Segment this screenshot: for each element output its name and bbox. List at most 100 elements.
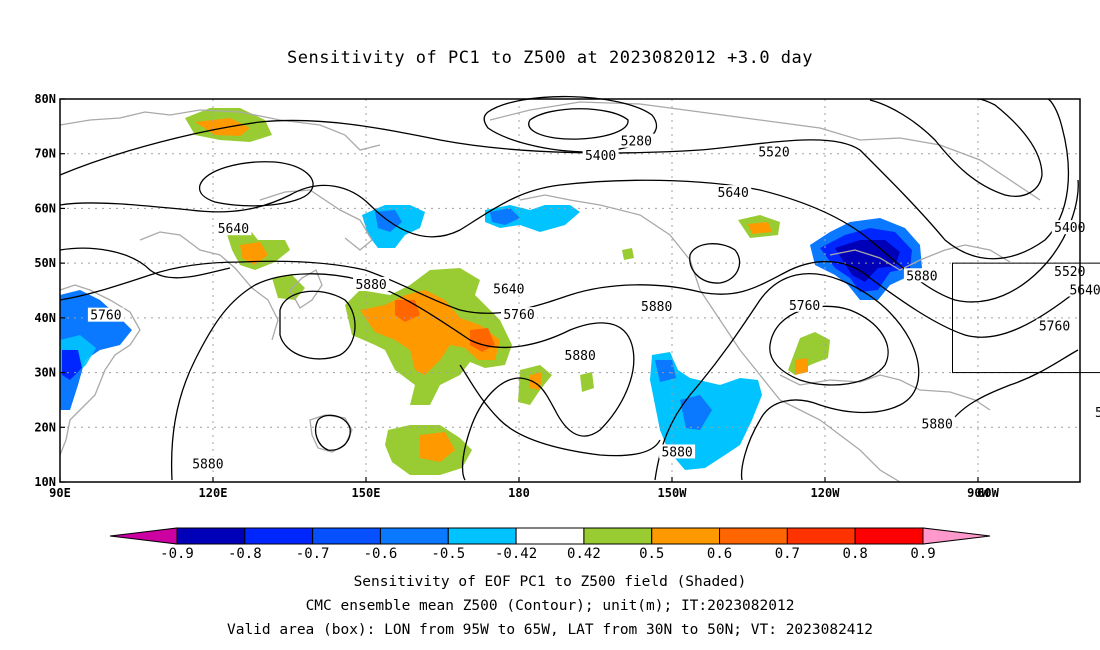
caption-line-2: CMC ensemble mean Z500 (Contour); unit(m… (305, 598, 795, 614)
contour-label: 5640 (493, 282, 524, 297)
contour-5880-east (654, 273, 920, 481)
lon-tick-label: 90W (967, 486, 989, 500)
contour-label-bg (87, 307, 124, 322)
colorbar-label: -0.8 (228, 546, 262, 562)
coastline (489, 101, 1041, 201)
contour-label-bg (490, 281, 527, 296)
coastline (59, 109, 381, 151)
contour-label: 5640 (218, 222, 249, 237)
colorbar-box (651, 527, 721, 545)
colorbar: -0.9 -0.8 -0.7 -0.6 -0.5 -0.42 0.42 0.5 0.6 0.7 0.… (109, 527, 991, 562)
contour-5520 (59, 98, 1069, 260)
colorbar-label: -0.6 (364, 546, 398, 562)
lat-tick-label: 50N (34, 256, 56, 270)
shade-positive (395, 300, 420, 322)
contour-label: 5400 (585, 149, 616, 164)
contour-label: 5760 (90, 309, 121, 324)
contour-5760 (59, 260, 1079, 338)
contour-5640-b (198, 161, 314, 207)
caption-line-3: Valid area (box): LON from 95W to 65W, L… (226, 622, 873, 638)
lat-tick-label: 20N (34, 420, 56, 434)
contour-label-bg (1067, 282, 1100, 297)
coastline (779, 374, 991, 411)
coastline (519, 194, 901, 483)
colorbar-label: 0.7 (775, 546, 800, 562)
shade-positive (240, 242, 268, 265)
contour-5880-cell2 (689, 243, 741, 284)
contour-label-bg (618, 133, 655, 148)
contour-label: 5520 (758, 146, 789, 161)
contour-label: 5880 (641, 300, 672, 315)
colorbar-box (854, 527, 924, 545)
contour-label-bg (756, 144, 792, 159)
coastline (139, 231, 279, 341)
shade-positive (622, 248, 634, 260)
colorbar-label: -0.9 (160, 546, 194, 562)
contour-label-bg (1092, 405, 1100, 420)
colorbar-label: -0.7 (296, 546, 330, 562)
colorbar-box (379, 527, 449, 545)
contour-5760-b (59, 247, 231, 279)
coastline (59, 284, 141, 456)
contour-label-bg (562, 348, 599, 363)
lon-tick-label: 150W (658, 486, 688, 500)
coastline (259, 189, 373, 251)
contour-labels: 5280 5400 5520 5640 5400 5640 5520 5880 5640 5880… (87, 133, 1100, 472)
contour-label: 5280 (621, 135, 652, 150)
contour-label-bg (1036, 318, 1073, 333)
contour-label-bg (582, 147, 619, 162)
contour-label: 5760 (789, 299, 820, 314)
contour-label-bg (919, 416, 956, 431)
colorbar-box (719, 527, 788, 545)
colorbar-label: 0.8 (843, 546, 868, 562)
lat-tick-label: 30N (34, 366, 56, 380)
contour-5880-far (944, 349, 1079, 431)
map-title: Sensitivity of PC1 to Z500 at 2023082012… (286, 48, 813, 68)
shade-positive (580, 372, 594, 392)
lat-tick-label: 70N (34, 147, 56, 161)
coastline (289, 269, 323, 309)
lon-tick-label: 150E (352, 486, 381, 500)
contour-5280 (528, 108, 629, 140)
lat-tick-label: 60N (34, 201, 56, 215)
map-grid (60, 99, 1080, 482)
contour-label-bg (1051, 263, 1088, 278)
contour-label-bg (189, 456, 226, 471)
shade-negative (680, 395, 712, 430)
contour-label-bg (215, 221, 252, 236)
shade-positive (195, 118, 250, 136)
colorbar-box (244, 527, 314, 545)
contour-5880-cell (279, 290, 356, 360)
latitude-labels: 80N 70N 60N 50N 40N 30N 20N 10N (34, 92, 65, 489)
colorbar-box (583, 527, 653, 545)
map-frame (59, 98, 1081, 483)
colorbar-label: -0.42 (495, 546, 537, 562)
caption-line-1: Sensitivity of EOF PC1 to Z500 field (Sh… (353, 574, 747, 590)
lat-tick-label: 10N (34, 475, 56, 489)
z500-contours (59, 95, 1079, 481)
shade-positive (420, 432, 455, 462)
contour-label: 5520 (1054, 265, 1085, 280)
lat-tick-label: 80N (34, 92, 56, 106)
lon-tick-label: 120E (199, 486, 228, 500)
colorbar-label: 0.9 (910, 546, 935, 562)
colorbar-label: -0.5 (431, 546, 465, 562)
coastlines (59, 101, 1041, 483)
colorbar-box (312, 527, 381, 545)
contour-label-bg (638, 298, 675, 313)
contour-label: 5880 (1095, 406, 1100, 421)
shade-positive (788, 332, 830, 375)
contour-label: 5760 (503, 308, 534, 323)
contour-label: 5880 (192, 457, 223, 472)
contour-5880-sw (459, 364, 661, 457)
lon-tick-label: 180 (508, 486, 530, 500)
contour-label-bg (715, 185, 752, 200)
colorbar-over (922, 527, 991, 545)
contour-label: 5880 (355, 278, 386, 293)
contour-label-bg (1051, 220, 1088, 235)
contour-label-bg (501, 307, 537, 322)
contour-label: 5880 (565, 349, 596, 364)
contour-label: 5760 (1039, 320, 1070, 335)
